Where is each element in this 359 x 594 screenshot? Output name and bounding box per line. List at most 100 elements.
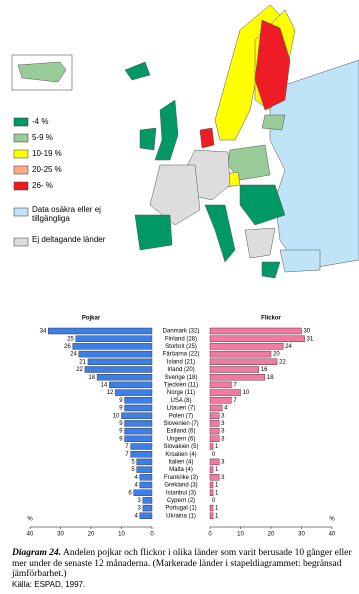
category-label: Cypern (2)	[167, 498, 195, 504]
bar	[209, 397, 232, 404]
bar	[139, 474, 153, 481]
legend-swatch	[13, 149, 29, 159]
bar	[209, 381, 232, 389]
category-label: Irland (20)	[167, 367, 194, 373]
value-label: 3	[221, 429, 225, 435]
category-label: Storbrit (25)	[165, 344, 197, 350]
bar	[124, 435, 153, 442]
x-tick-label: 10	[237, 532, 244, 538]
bar	[209, 474, 220, 481]
legend-swatch	[13, 117, 29, 127]
category-label: Island (21)	[167, 359, 195, 365]
legend-label: Data osäkra eller ej tillgängliga	[32, 205, 101, 223]
value-label: 5	[131, 459, 135, 465]
value-label: 26	[64, 344, 71, 350]
category-label: Italien (4)	[168, 459, 193, 465]
value-label: 34	[40, 329, 47, 335]
figure: -4 % 5-9 % 10-19 % 20-25 % 26- % Data osäkra …	[11, 4, 359, 538]
value-label: 9	[119, 421, 123, 427]
value-label: 1	[215, 483, 219, 489]
bar	[124, 427, 153, 435]
bar	[87, 358, 153, 365]
value-label: 24	[285, 344, 292, 350]
category-label: Sverige (18)	[165, 375, 198, 381]
x-tick-label: 0	[208, 532, 212, 538]
bar	[72, 343, 153, 350]
legend-swatch	[13, 133, 29, 143]
bar	[130, 443, 153, 450]
legend-swatch	[13, 165, 29, 175]
value-label: 3	[138, 498, 142, 504]
x-tick-label: 30	[298, 532, 305, 538]
x-tick-label: 20	[268, 532, 275, 538]
value-label: 1	[215, 513, 219, 519]
value-label: 0	[212, 452, 216, 458]
category-label: Istanbul (3)	[166, 490, 196, 496]
category-label: Färöarna (22)	[163, 352, 200, 358]
legend-label: 10-19 %	[32, 149, 62, 158]
category-label: Portugal (1)	[165, 506, 196, 512]
value-label: 18	[267, 375, 274, 381]
series-title: Flickor	[261, 316, 281, 322]
value-label: 4	[134, 475, 138, 481]
value-label: 3	[221, 475, 225, 481]
category-label: Danmark (32)	[163, 329, 200, 335]
caption-text: Andelen pojkar och flickor i olika lände…	[12, 548, 352, 579]
bar	[136, 458, 153, 466]
bar	[109, 381, 153, 389]
bar	[209, 366, 259, 373]
value-label: 10	[243, 390, 250, 396]
value-label: 22	[279, 359, 286, 365]
bar	[209, 504, 214, 512]
value-label: 5	[131, 467, 135, 473]
bar	[133, 489, 153, 496]
category-label: Finland (28)	[165, 336, 197, 342]
value-label: 10	[113, 413, 120, 419]
x-tick-label: 0	[150, 532, 154, 538]
value-label: 16	[261, 367, 268, 373]
value-label: 3	[221, 421, 225, 427]
value-label: 22	[76, 367, 83, 373]
bar	[142, 504, 153, 512]
value-label: 9	[119, 406, 123, 412]
bar	[96, 374, 153, 381]
x-tick-label: 10	[118, 532, 125, 538]
x-tick-label: 40	[27, 532, 34, 538]
legend-swatch	[13, 181, 29, 191]
value-label: 3	[138, 506, 142, 512]
value-label: 20	[273, 352, 280, 358]
legend-label-box: Data osäkra eller ej tillgängliga	[32, 205, 101, 223]
category-label: Ungern (6)	[167, 436, 196, 442]
bar	[209, 427, 220, 435]
bar	[139, 481, 153, 489]
category-label: Frankrike (3)	[164, 475, 198, 481]
legend-label: 5-9 %	[32, 133, 53, 142]
value-label: 3	[221, 436, 225, 442]
value-label: 1	[215, 506, 219, 512]
bar	[84, 366, 153, 373]
bar	[78, 350, 153, 358]
category-label: Malta (4)	[169, 467, 193, 473]
caption-source: Källa: ESPAD, 1997.	[12, 579, 86, 589]
bar	[209, 389, 241, 396]
value-label: 30	[304, 329, 311, 335]
bar	[209, 412, 220, 419]
bar	[209, 420, 220, 427]
legend-label: -4 %	[32, 117, 48, 126]
bar	[142, 497, 153, 504]
value-label: 0	[212, 498, 216, 504]
bar	[124, 404, 153, 412]
value-label: 7	[233, 382, 237, 388]
value-label: 7	[125, 444, 129, 450]
value-label: 14	[101, 382, 108, 388]
bar	[209, 458, 220, 466]
value-label: 31	[307, 336, 314, 342]
legend-swatch	[13, 207, 29, 217]
caption: Diagram 24. Andelen pojkar och flickor i…	[12, 548, 352, 590]
x-axis-label: %	[329, 517, 335, 523]
legend-label: 20-25 %	[32, 165, 62, 174]
bar	[209, 512, 214, 519]
category-label: Ukraina (1)	[166, 513, 196, 519]
bar	[130, 451, 153, 458]
